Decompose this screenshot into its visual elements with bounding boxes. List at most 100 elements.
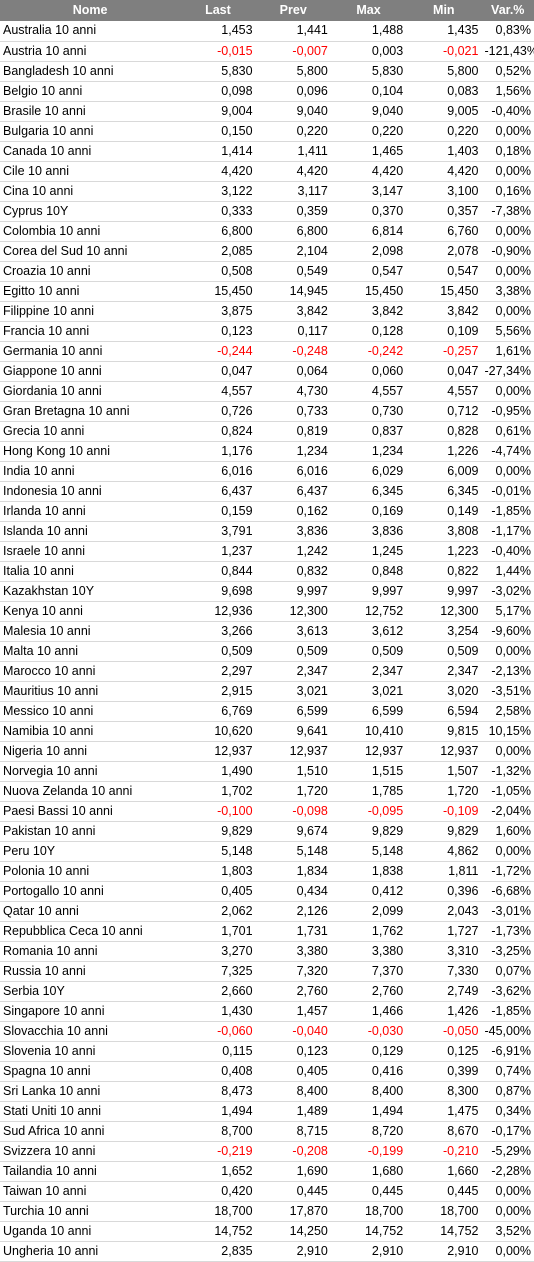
cell-min: 0,828	[406, 421, 482, 442]
cell-prev: 1,731	[255, 921, 331, 942]
cell-var: -1,72%	[481, 861, 534, 882]
cell-min: 8,300	[406, 1081, 482, 1102]
cell-last: 0,509	[180, 641, 256, 662]
cell-name: Taiwan 10 anni	[0, 1181, 181, 1202]
table-row: Malesia 10 anni 3,266 3,613 3,612 3,254 -9,60…	[0, 621, 534, 642]
cell-last: 1,652	[180, 1161, 256, 1182]
cell-name: Austria 10 anni	[0, 41, 181, 62]
header-var: Var.%	[481, 0, 534, 21]
cell-min: -0,257	[406, 341, 482, 362]
cell-min: 0,125	[406, 1041, 482, 1062]
cell-prev: 1,510	[255, 761, 331, 782]
cell-max: 3,380	[330, 941, 407, 962]
cell-last: 0,098	[180, 81, 256, 102]
cell-last: 2,660	[180, 981, 256, 1002]
cell-prev: 9,674	[255, 821, 331, 842]
cell-name: Kazakhstan 10Y	[0, 581, 181, 602]
cell-var: 0,83%	[481, 21, 534, 42]
cell-var: 0,74%	[481, 1061, 534, 1082]
cell-max: 2,910	[330, 1241, 407, 1262]
cell-prev: 2,126	[255, 901, 331, 922]
cell-min: 2,910	[406, 1241, 482, 1262]
table-row: Egitto 10 anni 15,450 14,945 15,450 15,450 3,…	[0, 281, 534, 302]
table-row: Sud Africa 10 anni 8,700 8,715 8,720 8,670 -0…	[0, 1121, 534, 1142]
cell-name: Namibia 10 anni	[0, 721, 181, 742]
cell-max: 0,509	[330, 641, 407, 662]
cell-last: 3,122	[180, 181, 256, 202]
cell-name: Russia 10 anni	[0, 961, 181, 982]
table-row: Ungheria 10 anni 2,835 2,910 2,910 2,910 0,00…	[0, 1241, 534, 1262]
cell-max: 0,128	[330, 321, 407, 342]
cell-max: 1,494	[330, 1101, 407, 1122]
cell-prev: 0,123	[255, 1041, 331, 1062]
cell-prev: 0,359	[255, 201, 331, 222]
cell-var: -45,00%	[481, 1021, 534, 1042]
cell-prev: 6,437	[255, 481, 331, 502]
cell-var: -0,40%	[481, 541, 534, 562]
cell-max: 0,412	[330, 881, 407, 902]
cell-prev: 0,549	[255, 261, 331, 282]
cell-max: 8,720	[330, 1121, 407, 1142]
cell-var: 0,00%	[481, 641, 534, 662]
cell-name: Francia 10 anni	[0, 321, 181, 342]
cell-var: -1,32%	[481, 761, 534, 782]
cell-max: 5,148	[330, 841, 407, 862]
cell-name: Australia 10 anni	[0, 21, 181, 42]
cell-last: 2,835	[180, 1241, 256, 1262]
cell-var: -6,68%	[481, 881, 534, 902]
cell-max: 0,003	[330, 41, 407, 62]
cell-last: 3,266	[180, 621, 256, 642]
cell-min: 0,445	[406, 1181, 482, 1202]
cell-max: 12,752	[330, 601, 407, 622]
cell-max: 1,245	[330, 541, 407, 562]
cell-prev: 3,842	[255, 301, 331, 322]
cell-var: 3,38%	[481, 281, 534, 302]
cell-name: Canada 10 anni	[0, 141, 181, 162]
cell-prev: 3,836	[255, 521, 331, 542]
cell-prev: 0,733	[255, 401, 331, 422]
cell-max: 4,557	[330, 381, 407, 402]
cell-var: 0,00%	[481, 741, 534, 762]
cell-min: 0,396	[406, 881, 482, 902]
table-row: Singapore 10 anni 1,430 1,457 1,466 1,426 -1,…	[0, 1001, 534, 1022]
cell-var: 0,00%	[481, 161, 534, 182]
cell-max: 0,104	[330, 81, 407, 102]
cell-last: 1,490	[180, 761, 256, 782]
table-row: Taiwan 10 anni 0,420 0,445 0,445 0,445 0,00%	[0, 1181, 534, 1202]
cell-last: 12,936	[180, 601, 256, 622]
table-row: Paesi Bassi 10 anni -0,100 -0,098 -0,095 -0,…	[0, 801, 534, 822]
cell-var: -3,02%	[481, 581, 534, 602]
cell-min: 6,009	[406, 461, 482, 482]
table-row: Canada 10 anni 1,414 1,411 1,465 1,403 0,18%	[0, 141, 534, 162]
cell-last: 1,494	[180, 1101, 256, 1122]
cell-prev: 1,457	[255, 1001, 331, 1022]
cell-min: 9,997	[406, 581, 482, 602]
table-row: Spagna 10 anni 0,408 0,405 0,416 0,399 0,74%	[0, 1061, 534, 1082]
cell-prev: -0,040	[255, 1021, 331, 1042]
cell-last: 8,700	[180, 1121, 256, 1142]
table-row: Brasile 10 anni 9,004 9,040 9,040 9,005 -0,40…	[0, 101, 534, 122]
cell-var: 0,00%	[481, 841, 534, 862]
cell-name: Mauritius 10 anni	[0, 681, 181, 702]
cell-last: 14,752	[180, 1221, 256, 1242]
cell-last: 1,702	[180, 781, 256, 802]
cell-prev: 9,997	[255, 581, 331, 602]
cell-var: -3,51%	[481, 681, 534, 702]
table-row: Malta 10 anni 0,509 0,509 0,509 0,509 0,00%	[0, 641, 534, 662]
cell-max: 12,937	[330, 741, 407, 762]
table-row: Pakistan 10 anni 9,829 9,674 9,829 9,829 1,60…	[0, 821, 534, 842]
cell-name: Slovacchia 10 anni	[0, 1021, 181, 1042]
cell-last: 3,270	[180, 941, 256, 962]
cell-prev: 1,411	[255, 141, 331, 162]
cell-prev: 0,162	[255, 501, 331, 522]
cell-max: 0,730	[330, 401, 407, 422]
cell-min: 1,475	[406, 1101, 482, 1122]
table-row: Peru 10Y 5,148 5,148 5,148 4,862 0,00%	[0, 841, 534, 862]
cell-max: 0,837	[330, 421, 407, 442]
cell-name: Malta 10 anni	[0, 641, 181, 662]
cell-max: 0,370	[330, 201, 407, 222]
cell-prev: 12,937	[255, 741, 331, 762]
cell-prev: 1,234	[255, 441, 331, 462]
cell-max: -0,199	[330, 1141, 407, 1162]
header-min: Min	[406, 0, 482, 21]
